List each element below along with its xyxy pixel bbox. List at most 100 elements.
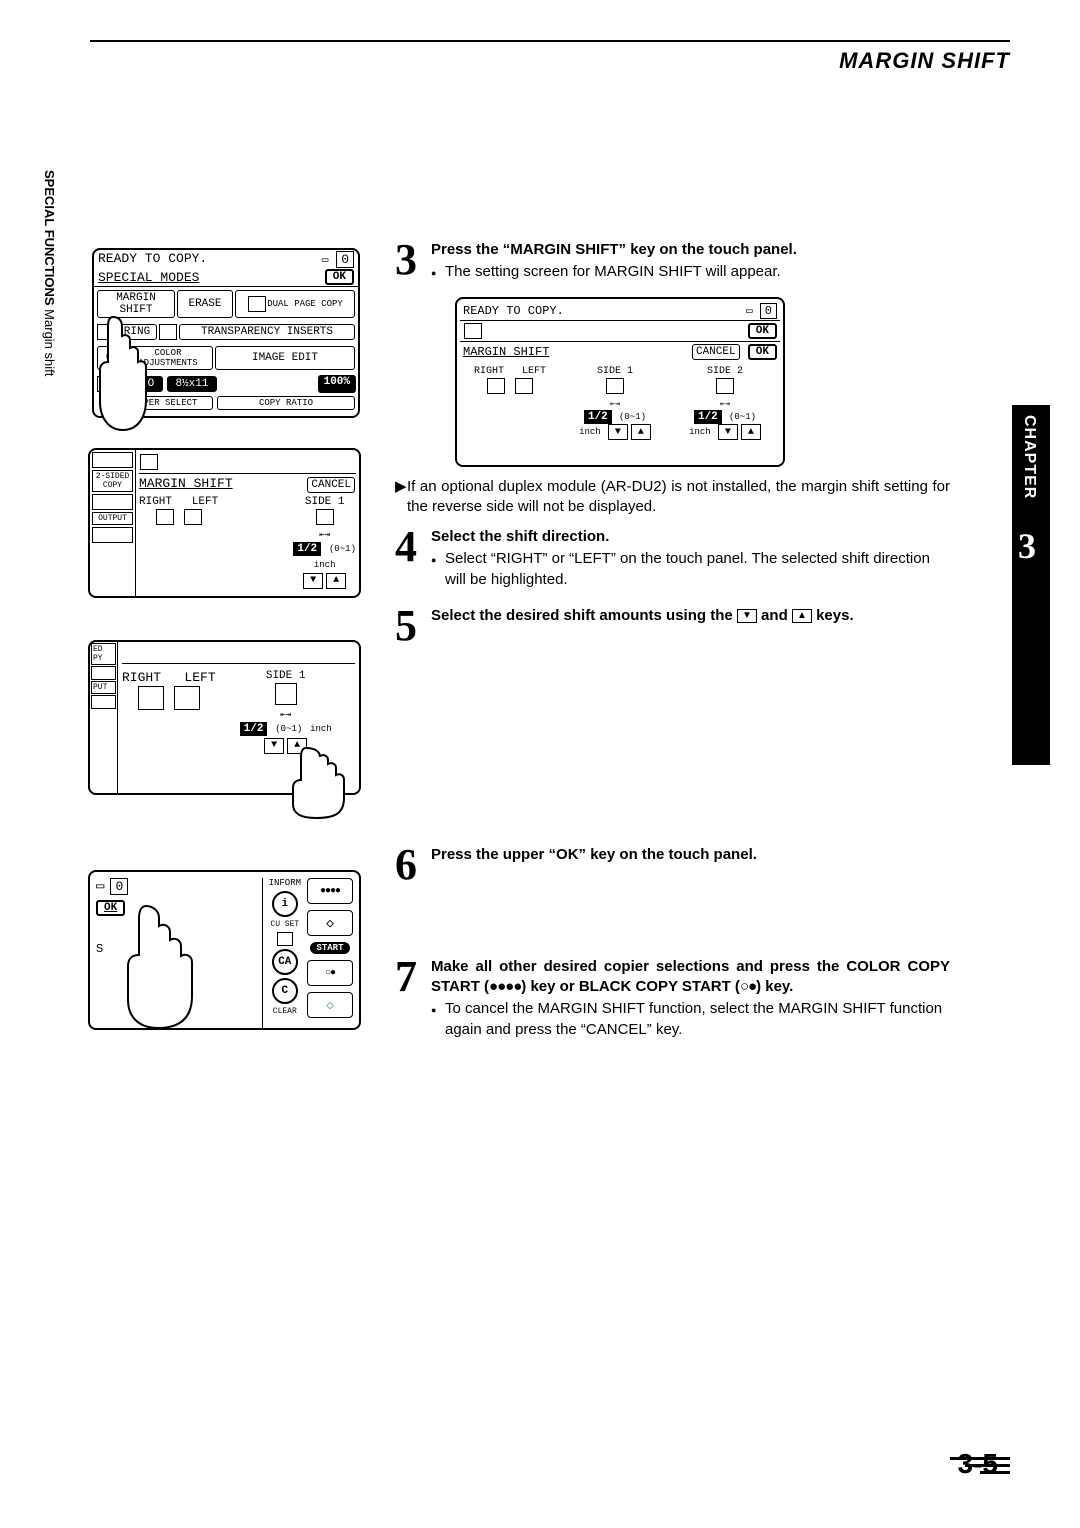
dual-page-copy-button[interactable]: DUAL PAGE COPY [235, 290, 355, 318]
inform-label: INFORM [269, 878, 301, 888]
color-start-button[interactable] [307, 878, 353, 904]
margin-shift-button[interactable]: MARGIN SHIFT [97, 290, 175, 318]
diamond-button[interactable]: ◇ [307, 910, 353, 936]
output-button[interactable]: OUTPUT [92, 512, 133, 525]
ok-upper-button[interactable]: OK [748, 323, 777, 339]
panel-shift-amount: ED PY PUT RIGHT LEFT SIDE 1 ⇤⇥ [88, 640, 361, 795]
left-shift-button[interactable] [184, 509, 202, 525]
right-shift-button[interactable] [156, 509, 174, 525]
auto-indicator: AUTO [119, 376, 163, 392]
c-button[interactable]: C [272, 978, 298, 1004]
step-heading: Select the shift direction. [431, 527, 950, 547]
image-edit-button[interactable]: IMAGE EDIT [215, 346, 355, 370]
left-shift-button[interactable] [515, 378, 533, 394]
transparency-inserts-button[interactable]: TRANSPARENCY INSERTS [179, 324, 355, 340]
erase-button[interactable]: ERASE [177, 290, 233, 318]
tray-icon [97, 376, 115, 392]
side1-up-button[interactable]: ▲ [631, 424, 651, 440]
special-modes-label: SPECIAL MODES [98, 270, 199, 285]
s-label: S [96, 942, 256, 956]
side1-preview-icon [316, 509, 334, 525]
duplex-note: ▶ If an optional duplex module (AR-DU2) … [395, 477, 950, 518]
up-arrow-icon: ▲ [792, 609, 812, 623]
ca-button[interactable]: CA [272, 949, 298, 975]
green-diamond-button[interactable]: ◇ [307, 992, 353, 1018]
side1-value: 1/2 [584, 410, 612, 424]
step-number: 7 [395, 957, 431, 1040]
cancel-button[interactable]: CANCEL [692, 344, 740, 360]
copy-ratio-button[interactable]: COPY RATIO [217, 396, 355, 410]
down-arrow-icon: ▼ [737, 609, 757, 623]
right-shift-button[interactable] [138, 686, 164, 710]
zoom-indicator: 100% [318, 375, 356, 393]
up-button[interactable]: ▲ [287, 738, 307, 754]
step-number: 4 [395, 527, 431, 590]
color-adjustments-button[interactable]: COLOR ADJUSTMENTS [123, 346, 213, 370]
step-heading: Make all other desired copier selections… [431, 957, 950, 998]
margin-shift-title: MARGIN SHIFT [463, 345, 549, 359]
side1-up-button[interactable]: ▲ [326, 573, 346, 589]
step-number: 5 [395, 606, 431, 646]
step-3: 3 Press the “MARGIN SHIFT” key on the to… [395, 240, 950, 283]
left-shift-button[interactable] [174, 686, 200, 710]
copy-counter: 0 [336, 251, 354, 268]
status-text: READY TO COPY. [463, 304, 564, 318]
step-7: 7 Make all other desired copier selectio… [395, 957, 950, 1040]
copy-icon: ▭ [96, 878, 104, 895]
side1-label: SIDE 1 [293, 496, 356, 508]
two-sided-copy-button[interactable]: 2-SIDED COPY [92, 470, 133, 492]
bw-start-button[interactable] [307, 960, 353, 986]
ok-button[interactable]: OK [325, 269, 354, 285]
chapter-number: 3 [1018, 525, 1036, 567]
section-label: SPECIAL FUNCTIONS Margin shift [42, 170, 57, 376]
paper-size-indicator: 8½x11 [167, 376, 217, 392]
right-shift-button[interactable] [487, 378, 505, 394]
down-button[interactable]: ▼ [264, 738, 284, 754]
ok-lower-button[interactable]: OK [748, 344, 777, 360]
step-5: 5 Select the desired shift amounts using… [395, 606, 950, 646]
bw-dots-icon [740, 978, 756, 995]
side1-down-button[interactable]: ▼ [303, 573, 323, 589]
step-4: 4 Select the shift direction. Select “RI… [395, 527, 950, 590]
panel-margin-shift-settings: 2-SIDED COPY OUTPUT MARGIN SHIFT CANCEL … [88, 448, 361, 598]
chapter-tab: CHAPTER 3 [1012, 405, 1050, 765]
step-heading: Press the “MARGIN SHIFT” key on the touc… [431, 240, 950, 260]
page-number-decoration [950, 1453, 1010, 1474]
doc-icon [464, 323, 482, 339]
side2-up-button[interactable]: ▲ [741, 424, 761, 440]
step-heading: Select the desired shift amounts using t… [431, 606, 950, 626]
step-heading: Press the upper “OK” key on the touch pa… [431, 845, 950, 865]
cu-set-button[interactable] [277, 932, 293, 946]
step-number: 6 [395, 845, 431, 885]
margin-shift-screen: READY TO COPY. ▭ 0 OK MARGIN SHIFT CANCE… [455, 297, 785, 467]
start-label: START [310, 942, 349, 954]
transparency-icon [159, 324, 177, 340]
color-dots-icon [489, 978, 521, 995]
page-title: MARGIN SHIFT [90, 48, 1010, 74]
panel-special-modes: READY TO COPY. ▭ 0 SPECIAL MODES OK MARG… [92, 248, 360, 418]
side2-value: 1/2 [694, 410, 722, 424]
page-icon [97, 324, 115, 340]
side1-preview-icon [275, 683, 297, 705]
step-bullet: Select “RIGHT” or “LEFT” on the touch pa… [431, 549, 950, 590]
side1-down-button[interactable]: ▼ [608, 424, 628, 440]
status-text: READY TO COPY. [98, 251, 207, 267]
dual-page-icon [248, 296, 266, 312]
side1-preview-icon [606, 378, 624, 394]
doc-icon [140, 454, 158, 470]
counter: 0 [110, 878, 128, 895]
side2-preview-icon [716, 378, 734, 394]
c-button[interactable]: C [97, 346, 121, 370]
ring-button[interactable]: RING [117, 324, 157, 340]
step-bullet: The setting screen for MARGIN SHIFT will… [431, 262, 950, 282]
counter: 0 [760, 303, 777, 319]
cancel-button[interactable]: CANCEL [307, 477, 355, 493]
side2-down-button[interactable]: ▼ [718, 424, 738, 440]
step-bullet: To cancel the MARGIN SHIFT function, sel… [431, 999, 950, 1040]
info-button[interactable]: i [272, 891, 298, 917]
panel-controls: ▭ 0 OK S INFORM i CU SET CA C CLEAR [88, 870, 361, 1030]
side1-value: 1/2 [293, 542, 321, 556]
paper-select-button[interactable]: PAPER SELECT [117, 396, 213, 410]
step-6: 6 Press the upper “OK” key on the touch … [395, 845, 950, 885]
ok-button[interactable]: OK [96, 900, 125, 916]
